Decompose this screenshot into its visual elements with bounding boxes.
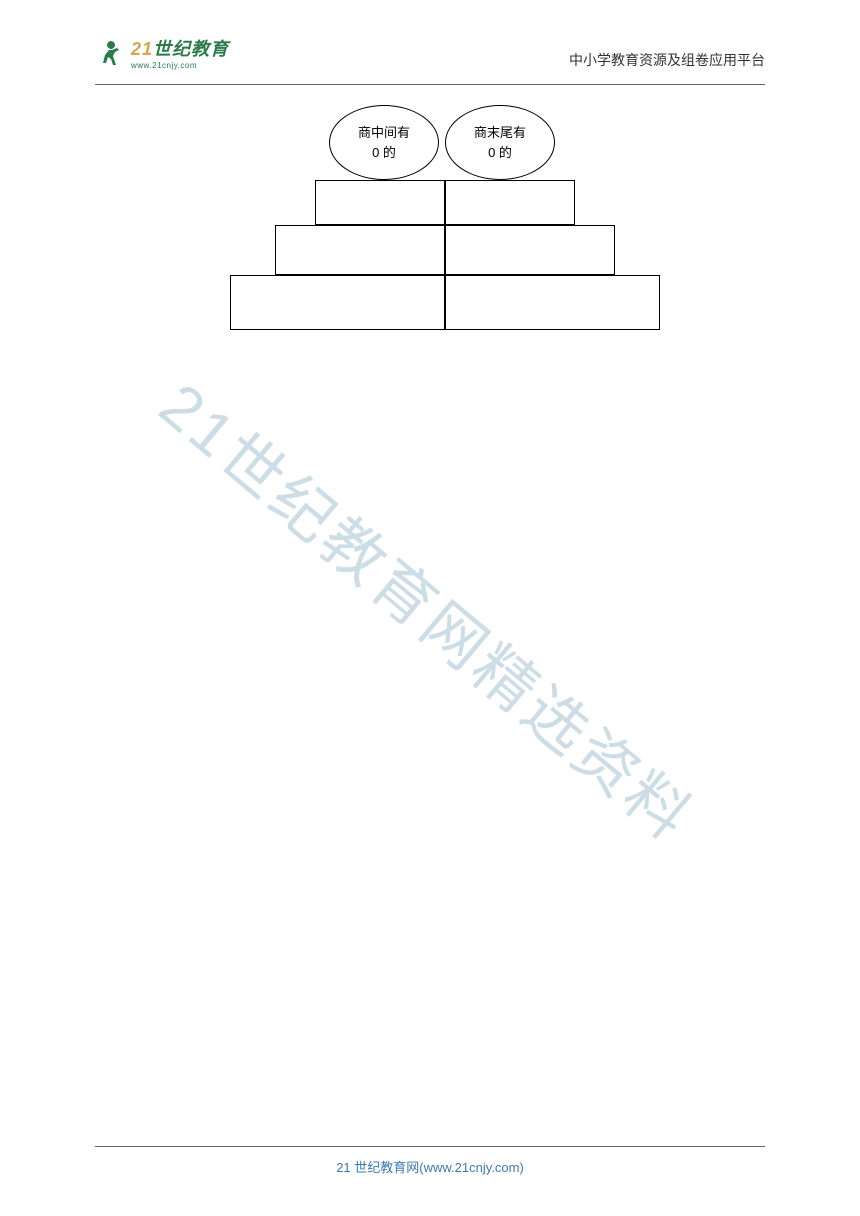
logo-century: 世纪教育	[153, 39, 229, 59]
diagram-container: 商中间有 0 的 商末尾有 0 的	[230, 105, 670, 335]
pyramid-left-box-3	[230, 275, 445, 330]
ellipse-right-line1: 商末尾有	[474, 123, 526, 143]
pyramid-right-box-2	[445, 225, 615, 275]
page-header: 21世纪教育 www.21cnjy.com 中小学教育资源及组卷应用平台	[95, 35, 765, 85]
ellipse-left: 商中间有 0 的	[329, 105, 439, 180]
ellipse-right-text: 商末尾有 0 的	[474, 123, 526, 162]
page-footer: 21 世纪教育网(www.21cnjy.com)	[95, 1146, 765, 1176]
pyramid-right-box-3	[445, 275, 660, 330]
pyramid-left-box-2	[275, 225, 445, 275]
pyramid-left-box-1	[315, 180, 445, 225]
ellipse-left-text: 商中间有 0 的	[358, 123, 410, 162]
header-title: 中小学教育资源及组卷应用平台	[569, 50, 765, 70]
pyramid-right-box-1	[445, 180, 575, 225]
logo-main-text: 21世纪教育	[131, 35, 229, 61]
logo-21: 21	[131, 39, 153, 59]
ellipse-left-line2: 0 的	[358, 143, 410, 163]
logo: 21世纪教育 www.21cnjy.com	[95, 35, 229, 70]
logo-text: 21世纪教育 www.21cnjy.com	[131, 35, 229, 70]
logo-url: www.21cnjy.com	[131, 61, 229, 70]
logo-runner-icon	[95, 37, 127, 69]
ellipse-right: 商末尾有 0 的	[445, 105, 555, 180]
ellipse-right-line2: 0 的	[474, 143, 526, 163]
footer-text: 21 世纪教育网(www.21cnjy.com)	[336, 1160, 524, 1175]
ellipse-left-line1: 商中间有	[358, 123, 410, 143]
watermark: 21世纪教育网精选资料	[144, 358, 716, 858]
